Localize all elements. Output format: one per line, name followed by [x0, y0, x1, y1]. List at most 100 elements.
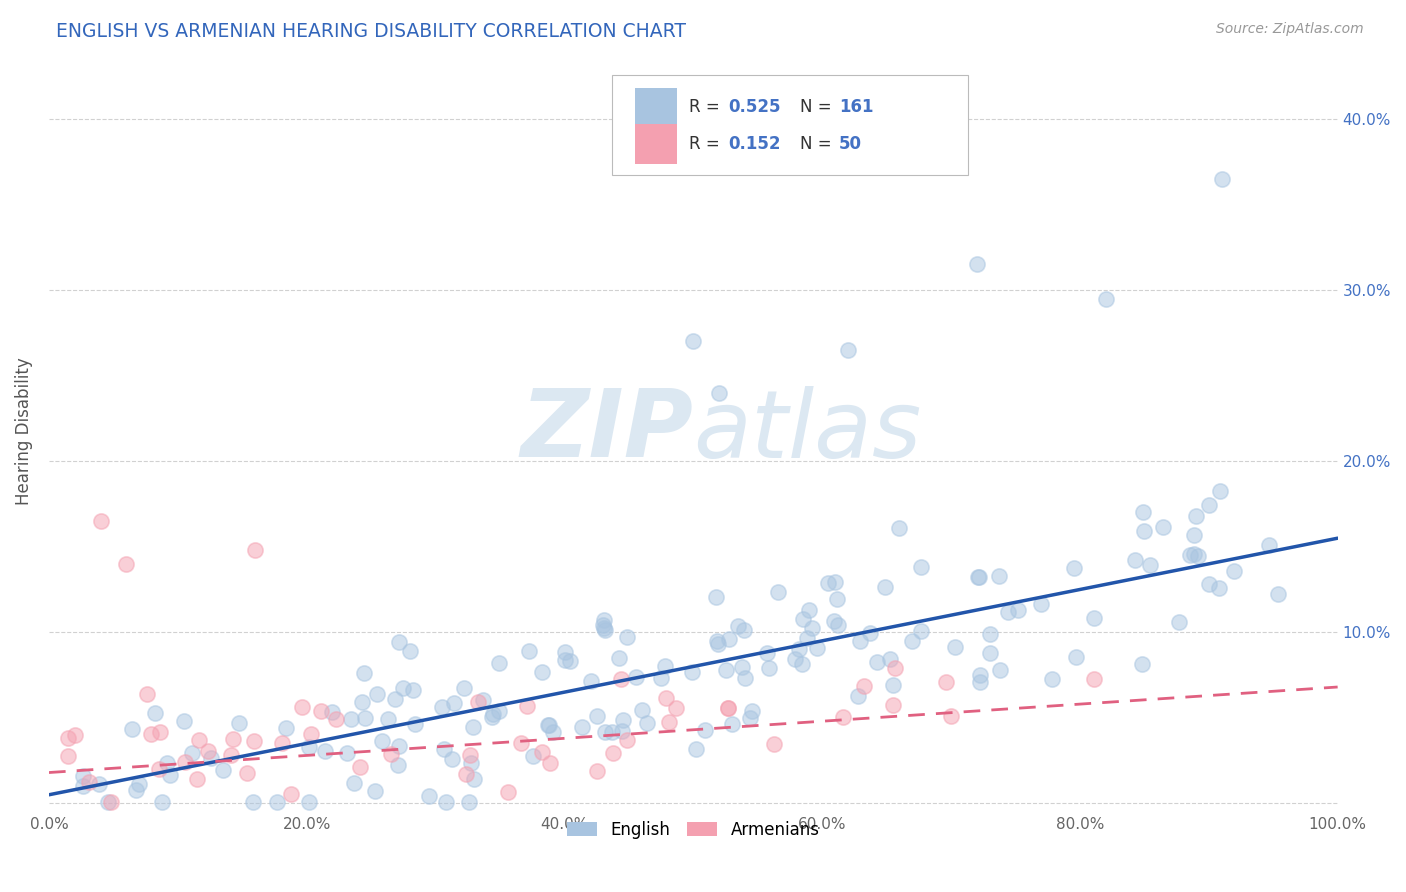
Point: [531, 745, 554, 759]
Point: [537, 717, 560, 731]
Point: [271, 736, 294, 750]
Point: [586, 709, 609, 723]
Point: [831, 710, 853, 724]
Point: [115, 557, 138, 571]
Point: [380, 747, 402, 762]
Point: [219, 748, 242, 763]
Point: [763, 737, 786, 751]
Point: [453, 681, 475, 695]
Point: [592, 613, 614, 627]
Point: [612, 713, 634, 727]
Point: [309, 704, 332, 718]
Point: [481, 710, 503, 724]
Point: [143, 706, 166, 720]
Point: [482, 707, 505, 722]
Point: [943, 640, 966, 654]
Point: [222, 732, 245, 747]
Point: [1064, 649, 1087, 664]
Point: [1133, 524, 1156, 539]
Point: [1198, 498, 1220, 512]
Point: [1063, 561, 1085, 575]
Point: [388, 739, 411, 753]
Point: [463, 772, 485, 786]
Text: N =: N =: [800, 136, 837, 153]
Point: [967, 570, 990, 584]
Text: R =: R =: [689, 98, 725, 116]
Point: [541, 725, 564, 739]
Point: [471, 693, 494, 707]
Point: [707, 385, 730, 400]
Point: [321, 705, 343, 719]
Point: [188, 732, 211, 747]
Point: [387, 757, 409, 772]
Point: [434, 795, 457, 809]
Point: [825, 592, 848, 607]
Point: [717, 700, 740, 714]
Point: [797, 602, 820, 616]
Point: [616, 631, 638, 645]
Point: [236, 765, 259, 780]
Point: [377, 712, 399, 726]
Point: [87, 776, 110, 790]
Point: [766, 584, 789, 599]
Point: [228, 716, 250, 731]
Point: [1168, 615, 1191, 629]
Point: [1139, 558, 1161, 573]
Point: [418, 789, 440, 804]
Point: [682, 334, 704, 349]
Point: [1132, 505, 1154, 519]
Point: [990, 663, 1012, 677]
Point: [792, 657, 814, 671]
Point: [1178, 548, 1201, 562]
Point: [96, 795, 118, 809]
Point: [650, 671, 672, 685]
Point: [200, 750, 222, 764]
Point: [817, 575, 839, 590]
Point: [787, 642, 810, 657]
Point: [783, 652, 806, 666]
Point: [758, 661, 780, 675]
Point: [704, 590, 727, 604]
Point: [859, 626, 882, 640]
Point: [125, 782, 148, 797]
Point: [186, 772, 208, 787]
Point: [212, 763, 235, 777]
Point: [979, 627, 1001, 641]
Point: [1208, 581, 1230, 595]
Point: [72, 779, 94, 793]
Point: [56, 749, 79, 764]
Point: [733, 623, 755, 637]
Point: [174, 755, 197, 769]
Point: [336, 747, 359, 761]
Point: [488, 704, 510, 718]
Point: [148, 762, 170, 776]
Point: [121, 722, 143, 736]
Point: [595, 724, 617, 739]
Point: [720, 717, 742, 731]
Point: [882, 698, 904, 712]
Point: [966, 258, 988, 272]
Point: [846, 689, 869, 703]
Point: [509, 736, 531, 750]
Point: [655, 691, 678, 706]
Point: [159, 767, 181, 781]
Point: [901, 634, 924, 648]
FancyBboxPatch shape: [636, 87, 676, 128]
Point: [600, 724, 623, 739]
Point: [430, 700, 453, 714]
Point: [280, 787, 302, 801]
Point: [290, 700, 312, 714]
Point: [349, 760, 371, 774]
Point: [299, 727, 322, 741]
Point: [967, 570, 990, 584]
Point: [56, 731, 79, 746]
Point: [593, 621, 616, 635]
Point: [883, 661, 905, 675]
Point: [665, 700, 688, 714]
Point: [173, 714, 195, 728]
Point: [517, 643, 540, 657]
Point: [1222, 564, 1244, 578]
Point: [100, 795, 122, 809]
Point: [243, 543, 266, 558]
Point: [460, 756, 482, 771]
